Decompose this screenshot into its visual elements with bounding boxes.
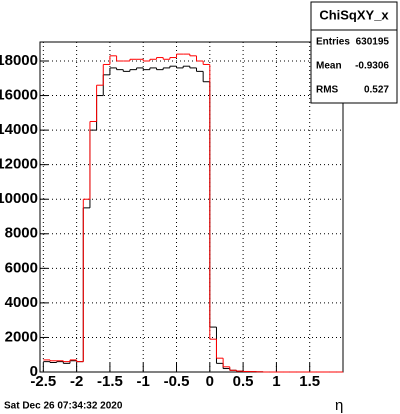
y-tick-label: 10000 [0,190,38,207]
stats-label: RMS [316,85,339,96]
y-tick-label: 4000 [5,294,38,311]
x-tick-label: -1 [137,373,150,390]
x-tick-label: -2.5 [30,373,56,390]
stats-frame [310,1,398,104]
y-tick-label: 0 [30,363,38,380]
stats-title: ChiSqXY_x [319,7,389,22]
x-tick-label: -2 [70,373,83,390]
x-tick-label: 0.5 [233,373,254,390]
x-tick-label: -0.5 [164,373,190,390]
stats-label: Entries [316,37,350,48]
y-tick-label: 16000 [0,87,38,104]
footer: Sat Dec 26 07:34:32 2020 [4,401,123,412]
x-axis-title: η [335,397,343,414]
stats-box: ChiSqXY_x Entries 630195 Mean -0.9306 RM… [310,1,398,104]
y-tick-label: 12000 [0,156,38,173]
y-tick-label: 6000 [5,259,38,276]
stats-value: -0.9306 [355,61,389,72]
stats-value: 630195 [356,37,390,48]
stats-label: Mean [316,61,342,72]
frame [39,41,344,373]
x-tick-label: 0 [206,373,214,390]
x-tick-label: 1 [272,373,280,390]
y-tick-label: 14000 [0,121,38,138]
y-tick-label: 8000 [5,225,38,242]
y-tick-label: 2000 [5,328,38,345]
x-tick-label: -1.5 [97,373,123,390]
stats-value: 0.527 [364,85,389,96]
y-tick-label: 18000 [0,52,38,69]
x-tick-label: 1.5 [299,373,320,390]
